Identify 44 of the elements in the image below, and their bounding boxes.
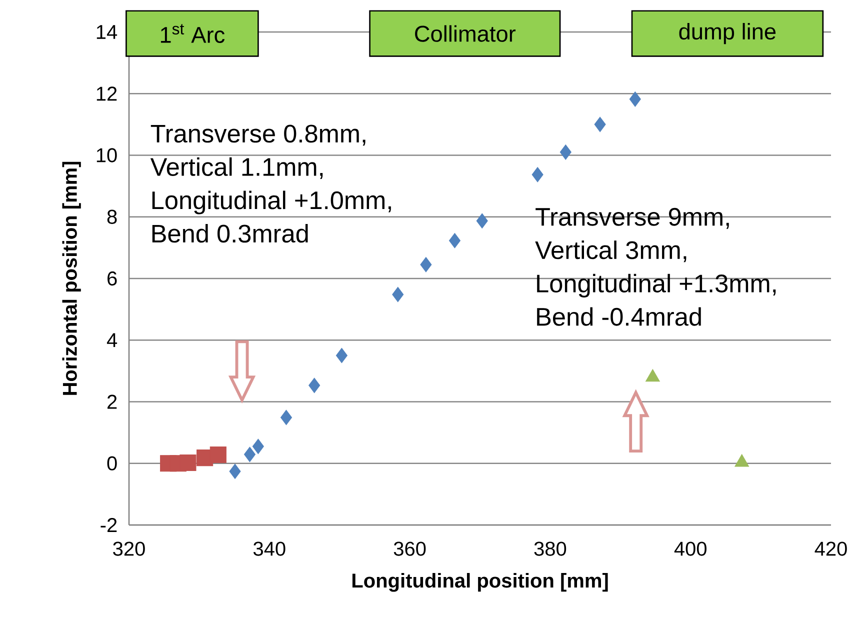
point — [560, 144, 572, 160]
x-axis-title: Longitudinal position [mm] — [352, 573, 608, 592]
annotation: Bend 0.3mrad — [152, 224, 308, 243]
y-tick-label: 10 — [96, 148, 117, 162]
y-tick-label: 8 — [107, 210, 117, 224]
y-tick-label: 0 — [107, 456, 117, 470]
point — [280, 410, 292, 426]
annotation: Transverse 0.8mm, — [150, 124, 366, 146]
x-tick-label: 360 — [394, 542, 426, 556]
x-tick-label: 420 — [814, 542, 847, 556]
point — [210, 446, 226, 464]
y-tick-label: 14 — [96, 25, 118, 39]
point — [229, 464, 241, 479]
y-tick-label: -2 — [100, 518, 117, 532]
point — [252, 438, 264, 454]
point — [532, 167, 544, 182]
x-tick-label: 400 — [674, 542, 706, 556]
annotation: dump line — [679, 22, 776, 44]
x-tick-label: 340 — [253, 542, 286, 556]
point — [392, 286, 404, 302]
y-tick-label: 2 — [108, 394, 117, 409]
point — [629, 92, 641, 107]
annotation: Vertical 3mm, — [535, 240, 686, 262]
x-tick-label: 320 — [113, 542, 145, 556]
point — [448, 232, 461, 248]
annotation: Transverse 9mm, — [536, 208, 729, 229]
point — [308, 378, 320, 394]
point — [594, 116, 606, 132]
annotation: Longitudinal +1.0mm, — [152, 190, 391, 214]
point — [180, 454, 196, 472]
y-axis-title: Horizontal position [mm] — [62, 162, 81, 395]
point — [476, 213, 488, 228]
point — [336, 348, 348, 364]
annotation: Vertical 1.1mm, — [150, 157, 323, 179]
annotation: 1$^{st}$ Arc — [160, 24, 225, 43]
y-tick-label: 4 — [106, 333, 118, 347]
annotation: Bend -0.4mrad — [537, 307, 701, 326]
point — [244, 446, 256, 462]
annotation: Longitudinal +1.3mm, — [537, 274, 776, 298]
y-tick-label: 12 — [96, 86, 117, 101]
annotation: Collimator — [415, 25, 516, 42]
x-tick-label: 380 — [534, 542, 566, 556]
y-tick-label: 6 — [108, 271, 117, 286]
point — [420, 257, 432, 272]
